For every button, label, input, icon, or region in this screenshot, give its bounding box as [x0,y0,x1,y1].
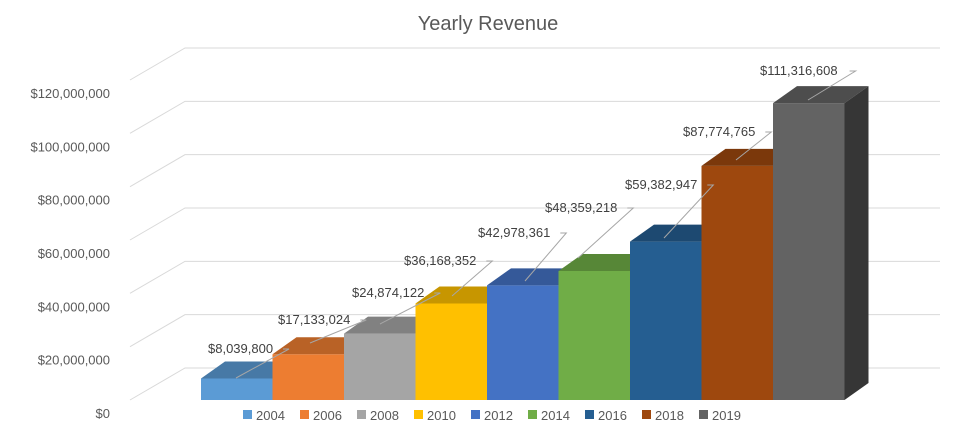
gridline [129,47,940,81]
legend-label: 2019 [712,408,741,423]
legend-label: 2010 [427,408,456,423]
legend-item-2006: 2006 [300,408,342,423]
bar-front [344,333,416,400]
legend-label: 2018 [655,408,684,423]
legend-label: 2004 [256,408,285,423]
bar-front [272,354,344,400]
data-label: $8,039,800 [208,341,273,356]
y-tick-label: $0 [96,406,110,421]
legend-label: 2014 [541,408,570,423]
gridline [129,207,940,241]
leader-line [735,131,773,161]
y-tick-label: $60,000,000 [38,246,110,261]
legend-item-2012: 2012 [471,408,513,423]
leader-line [807,70,858,101]
data-label: $111,316,608 [760,63,838,78]
leader-line [235,348,290,379]
data-label: $59,382,947 [625,177,697,192]
leader-line [663,184,715,239]
legend-swatch [357,410,366,419]
data-label: $36,168,352 [404,253,476,268]
bar-front [558,271,630,400]
legend-item-2010: 2010 [414,408,456,423]
data-labels: $8,039,800 $17,133,024$24,874,122 $36,168,… [208,63,858,379]
leader-line [451,260,494,297]
bar-front [487,285,559,400]
gridlines [129,47,940,401]
data-label: $17,133,024 [278,312,350,327]
legend-item-2004: 2004 [243,408,285,423]
bar-side [844,86,869,401]
legend-swatch [300,410,309,419]
y-tick-label: $120,000,000 [30,86,110,101]
bar-front [630,241,702,400]
legend-label: 2008 [370,408,399,423]
data-label: $24,874,122 [352,285,424,300]
legend-swatch [585,410,594,419]
bars [201,86,869,401]
legend: 2004 2006 2008 2010 2012 2014 2016 2018 2019 [243,408,741,423]
legend-swatch [642,410,651,419]
legend-item-2014: 2014 [528,408,570,423]
y-tick-label: $40,000,000 [38,299,110,314]
legend-swatch [471,410,480,419]
bar-front [201,378,273,400]
legend-swatch [243,410,252,419]
leader-line [379,292,441,325]
leader-line [524,232,568,282]
y-tick-label: $80,000,000 [38,193,110,208]
data-label: $42,978,361 [478,225,550,240]
data-label: $48,359,218 [545,200,617,215]
leader-line [577,207,635,259]
legend-item-2016: 2016 [585,408,627,423]
legend-swatch [528,410,537,419]
bar-front [415,303,487,400]
chart-title: Yearly Revenue [418,13,558,35]
gridline [129,100,940,134]
legend-swatch [414,410,423,419]
legend-item-2008: 2008 [357,408,399,423]
y-axis-ticks: $0 $20,000,000 $40,000,000 $60,000,000 $80,0… [30,86,110,421]
y-tick-label: $20,000,000 [38,353,110,368]
legend-label: 2012 [484,408,513,423]
bar-front [701,165,773,400]
data-label: $87,774,765 [683,124,755,139]
leader-line [309,319,367,344]
y-tick-label: $100,000,000 [30,139,110,154]
legend-label: 2006 [313,408,342,423]
bar-top [773,86,869,104]
legend-label: 2016 [598,408,627,423]
legend-item-2019: 2019 [699,408,741,423]
legend-item-2018: 2018 [642,408,684,423]
legend-swatch [699,410,708,419]
bar-front [773,103,845,401]
bar-2019 [773,86,869,401]
gridline [129,154,940,188]
